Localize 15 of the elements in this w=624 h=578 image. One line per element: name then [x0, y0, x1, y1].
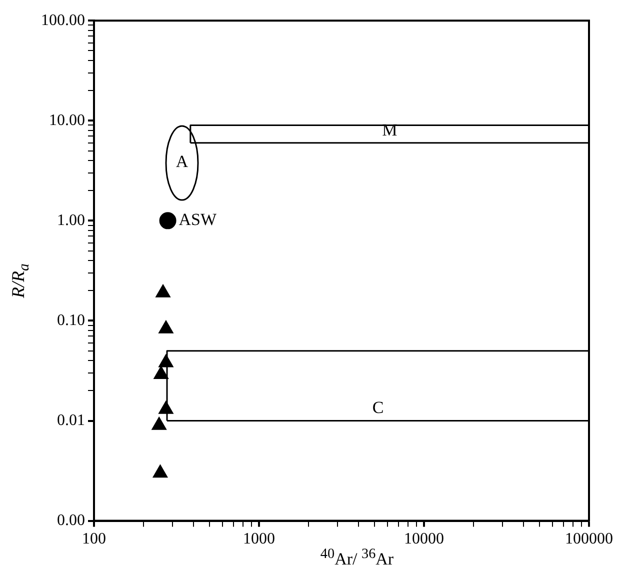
series-label: ASW — [178, 210, 218, 230]
annotation: A — [174, 152, 190, 172]
y-tick-label: 10.00 — [49, 112, 85, 129]
x-tick-label: 100000 — [565, 530, 613, 548]
y-tick-label: 0.01 — [57, 412, 85, 429]
y-tick-label: 0.10 — [57, 312, 85, 329]
x-tick-label: 10000 — [404, 530, 444, 548]
y-tick-label: 0.00 — [57, 512, 85, 530]
series-label: C — [372, 398, 384, 418]
x-tick-label: 1000 — [243, 530, 275, 548]
ellipse-outline: A — [165, 125, 199, 201]
y-tick-label: 100.00 — [41, 12, 85, 29]
x-tick-label: 100 — [82, 530, 106, 548]
y-tick-label: 1.00 — [57, 212, 85, 229]
x-axis-title: $^{40}$Ar/ $^{36}$Ar — [319, 546, 395, 570]
